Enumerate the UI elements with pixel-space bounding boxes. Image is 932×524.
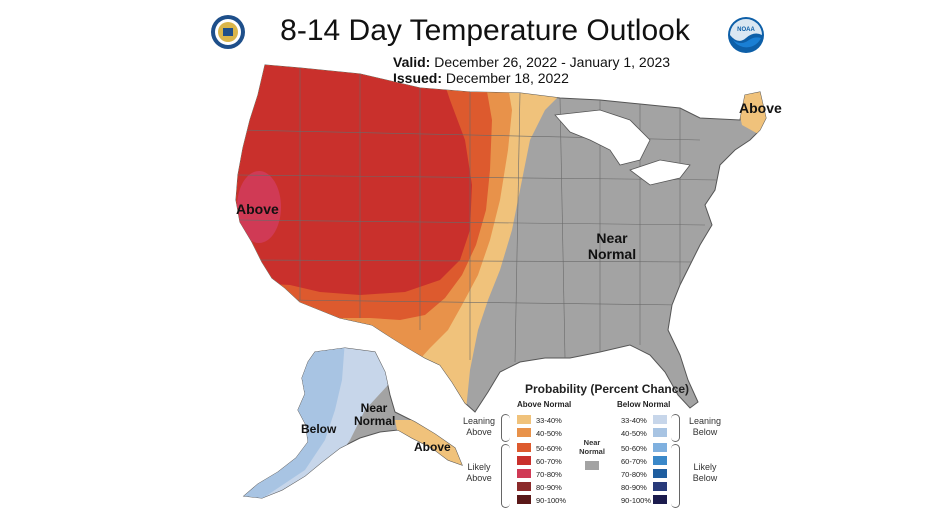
label-alaska-near-normal-line1: Near [360, 401, 388, 415]
legend-likely-below-line1: Likely [693, 462, 717, 472]
leaning-below-brace [671, 414, 680, 442]
issued-value: December 18, 2022 [445, 70, 569, 86]
valid-dates: Valid: December 26, 2022 - January 1, 20… [393, 54, 670, 70]
legend-below-swatch [653, 456, 667, 465]
label-alaska-below: Below [301, 422, 337, 436]
label-alaska-above: Above [414, 440, 451, 454]
issued-date: Issued: December 18, 2022 [393, 70, 569, 86]
page-title: 8-14 Day Temperature Outlook [280, 14, 690, 47]
legend-below-swatch [653, 415, 667, 424]
legend-above-range: 40-50% [536, 429, 562, 438]
legend-leaning-above: Leaning Above [459, 416, 499, 438]
legend-below-swatch [653, 482, 667, 491]
legend-above-swatch [517, 469, 531, 478]
legend-above-range: 60-70% [536, 457, 562, 466]
legend-likely-below: Likely Below [683, 462, 727, 484]
great-lakes [554, 109, 691, 186]
legend-leaning-below-line1: Leaning [688, 416, 722, 426]
legend-below-range: 80-90% [621, 483, 647, 492]
legend-below-swatch [653, 428, 667, 437]
legend-near-normal-swatch [585, 461, 599, 470]
leaning-above-brace [501, 414, 510, 442]
conus-above-60-70-area [236, 65, 472, 295]
legend-above-swatch [517, 415, 531, 424]
legend-likely-above-line2: Above [466, 473, 492, 483]
doc-seal-icon [211, 15, 245, 49]
label-alaska-near-normal-line2: Normal [354, 414, 396, 428]
likely-above-brace [501, 444, 510, 508]
legend-below-range: 90-100% [621, 496, 652, 505]
legend-likely-below-line2: Below [692, 473, 718, 483]
legend-above-swatch [517, 482, 531, 491]
likely-below-brace [671, 444, 680, 508]
legend-below-range: 33-40% [621, 416, 647, 425]
legend-below-range: 60-70% [621, 457, 647, 466]
legend-above-range: 70-80% [536, 470, 562, 479]
legend-below-range: 70-80% [621, 470, 647, 479]
legend-near-normal-label: Near Normal [577, 438, 607, 456]
legend-above-range: 90-100% [536, 496, 567, 505]
legend-title: Probability (Percent Chance) [525, 382, 690, 396]
legend-below-swatch [653, 495, 667, 504]
label-central-near-normal-line1: Near [596, 230, 628, 246]
label-central-near-normal-line2: Normal [587, 246, 637, 262]
legend-above-swatch [517, 428, 531, 437]
valid-value: December 26, 2022 - January 1, 2023 [434, 54, 671, 70]
legend-near-normal-line2: Normal [579, 447, 605, 456]
legend-above-swatch [517, 456, 531, 465]
legend-below-range: 40-50% [621, 429, 647, 438]
legend-likely-above: Likely Above [459, 462, 499, 484]
legend-likely-above-line1: Likely [467, 462, 491, 472]
legend-leaning-below-line2: Below [692, 427, 718, 437]
legend-near-normal-line1: Near [583, 438, 601, 447]
legend-below-swatch [653, 443, 667, 452]
label-west-above: Above [236, 201, 279, 217]
valid-label: Valid: [393, 54, 431, 70]
conus-above-70-80-area [237, 171, 281, 243]
legend-leaning-above-line1: Leaning [462, 416, 496, 426]
legend-below-header: Below Normal [617, 400, 671, 409]
legend-above-range: 33-40% [536, 416, 562, 425]
label-northeast-above: Above [739, 100, 782, 116]
legend-leaning-below: Leaning Below [683, 416, 727, 438]
label-alaska-near-normal: Near Normal [354, 401, 396, 428]
legend-leaning-above-line2: Above [466, 427, 492, 437]
label-central-near-normal: Near Normal [582, 230, 642, 262]
legend: Probability (Percent Chance) Above Norma… [455, 382, 745, 512]
legend-above-swatch [517, 443, 531, 452]
legend-below-swatch [653, 469, 667, 478]
legend-above-swatch [517, 495, 531, 504]
svg-text:NOAA: NOAA [737, 27, 755, 33]
legend-above-range: 80-90% [536, 483, 562, 492]
issued-label: Issued: [393, 70, 443, 86]
legend-above-range: 50-60% [536, 444, 562, 453]
noaa-logo-icon: NOAA [728, 17, 764, 53]
legend-above-header: Above Normal [517, 400, 572, 409]
legend-below-range: 50-60% [621, 444, 647, 453]
